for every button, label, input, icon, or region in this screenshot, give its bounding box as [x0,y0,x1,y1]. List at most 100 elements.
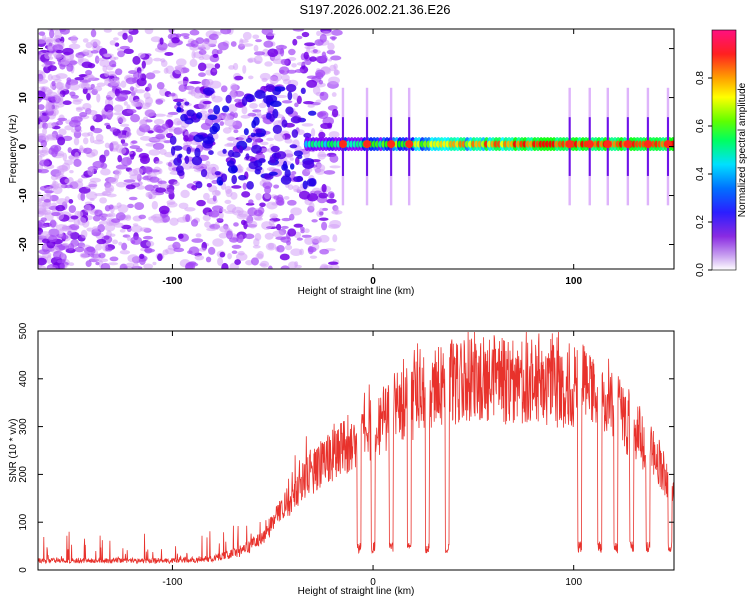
heatmap-cell [40,217,47,222]
heatmap-cell [202,163,209,168]
heatmap-cell [276,244,285,253]
heatmap-cell [49,29,55,39]
heatmap-cell [60,252,66,260]
heatmap-cell [168,128,174,133]
heatmap-cell [119,45,131,50]
heatmap-cell [40,139,48,148]
spike-peak [623,140,632,149]
heatmap-cell [303,51,309,60]
heatmap-cell [90,39,101,47]
heatmap-cell [254,60,261,64]
heatmap-cell [113,112,123,116]
heatmap-cell [96,93,101,103]
heatmap-cell [68,205,77,214]
heatmap-cell [255,192,262,201]
heatmap-cell [39,159,50,167]
heatmap-cell [157,180,167,185]
heatmap-cell [288,48,296,56]
heatmap-cell [231,174,238,185]
heatmap-cell [129,174,141,180]
heatmap-cell [85,260,92,268]
heatmap-cell [306,193,319,202]
heatmap-cell [289,163,295,170]
heatmap-cell [285,83,297,93]
heatmap-cell [231,206,244,216]
heatmap-cell [49,219,57,228]
heatmap-cell [184,101,190,106]
heatmap-cell [62,47,74,56]
heatmap-cell [177,80,190,85]
heatmap-cell [268,171,278,176]
heatmap-cell [304,42,316,47]
heatmap-cell [202,100,212,105]
heatmap-cell [194,147,201,158]
heatmap-cell [47,65,57,72]
heatmap-cell [100,262,111,269]
heatmap-cell [264,192,271,200]
top-y-tick-label: -20 [18,237,29,252]
heatmap-cell [55,49,64,54]
heatmap-cell [62,135,73,141]
heatmap-cell [147,83,152,91]
heatmap-cell [252,245,261,249]
heatmap-cell [293,150,303,157]
heatmap-cell [119,263,128,269]
heatmap-cell [64,178,71,184]
heatmap-cell [132,55,141,65]
heatmap-cell [123,101,128,106]
heatmap-cell [312,48,318,54]
heatmap-cell [131,225,143,233]
heatmap-cell [200,168,208,178]
heatmap-cell [207,246,216,255]
colorbar-tick-label: 0.2 [695,215,706,229]
heatmap-cell [148,138,160,142]
heatmap-cell [281,119,288,128]
heatmap-cell [39,153,45,158]
heatmap-cell [197,62,207,72]
heatmap-cell [177,233,184,239]
heatmap-cell [213,104,221,115]
heatmap-cell [211,122,221,133]
heatmap-cell [69,231,80,240]
heatmap-cell [329,154,339,163]
heatmap-cell [84,75,96,81]
heatmap-cell [110,218,121,223]
heatmap-cell [307,246,317,253]
heatmap-cell [80,229,88,239]
heatmap-cell [170,92,176,97]
heatmap-cell [126,234,131,242]
heatmap-cell [152,142,165,150]
heatmap-cell [48,147,55,155]
heatmap-cell [327,42,335,51]
heatmap-cell [207,108,214,114]
heatmap-cell [68,43,81,50]
heatmap-cell [265,84,276,92]
heatmap-cell [292,38,298,46]
heatmap-cell [178,84,187,92]
heatmap-cell [328,76,340,85]
heatmap-cell [247,58,254,64]
heatmap-cell [153,118,165,125]
heatmap-cell [275,151,287,160]
heatmap-cell [275,236,287,240]
heatmap-cell [169,135,177,145]
heatmap-cell [292,29,305,32]
heatmap-cell [224,210,237,214]
heatmap-cell [148,149,161,156]
heatmap-cell [190,219,199,227]
heatmap-cell [330,55,342,61]
heatmap-cell [208,33,219,40]
heatmap-cell [222,127,232,134]
heatmap-cell [290,116,302,124]
heatmap-cell [189,165,199,170]
heatmap-cell [226,160,235,167]
heatmap-cell [81,132,91,137]
heatmap-cell [117,116,127,124]
heatmap-cell [154,113,167,117]
heatmap-cell [131,140,138,144]
heatmap-cell [229,237,239,243]
heatmap-cell [326,49,336,55]
heatmap-cell [287,199,297,206]
heatmap-cell [186,146,192,155]
heatmap-cell [281,217,292,222]
